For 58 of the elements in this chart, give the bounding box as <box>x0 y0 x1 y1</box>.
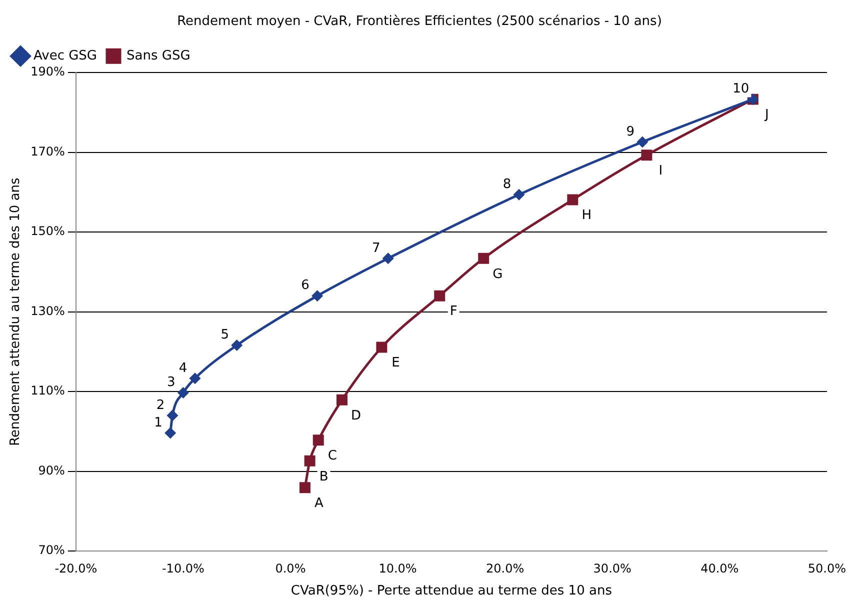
point <box>299 482 310 494</box>
point <box>232 340 242 351</box>
annotation: 9 <box>626 124 635 140</box>
y-tick-label: 130% <box>30 304 65 318</box>
annotation: 2 <box>156 398 165 413</box>
point <box>304 455 316 466</box>
point <box>478 252 490 264</box>
point <box>312 434 324 446</box>
annotation: 3 <box>167 375 176 390</box>
legend-label: Avec GSG <box>34 48 98 64</box>
annotation: G <box>492 266 503 282</box>
annotation: 4 <box>178 360 188 376</box>
y-axis-title: Rendement attendu au terme des 10 ans <box>8 177 24 446</box>
annotation: 1 <box>154 415 162 430</box>
annotation: 6 <box>301 278 310 294</box>
x-tick-label: -10.0% <box>162 561 204 576</box>
annotation: 10 <box>732 82 750 97</box>
annotation: 5 <box>220 328 229 343</box>
annotation: I <box>658 164 663 178</box>
chart-title: Rendement moyen - CVaR, Frontières Efficientes (2500 scénarios - 10 ans) <box>177 14 662 30</box>
x-tick-label: 40.0% <box>700 561 739 576</box>
point <box>641 150 652 161</box>
point <box>167 410 178 421</box>
annotation: 8 <box>502 176 512 192</box>
point <box>434 290 446 302</box>
annotation: J <box>764 108 769 123</box>
x-tick-label: -20.0% <box>54 561 98 576</box>
x-axis-title: CVaR(95%) - Perte attendue au terme des 10 ans <box>290 584 612 599</box>
x-tick-label: 50.0% <box>808 561 846 576</box>
point <box>165 428 176 438</box>
point <box>567 194 578 206</box>
point <box>312 290 323 302</box>
annotation: F <box>450 304 458 320</box>
annotation: A <box>314 496 324 511</box>
point <box>382 253 394 264</box>
annotation: H <box>582 208 592 224</box>
x-tick-label: 20.0% <box>486 561 524 576</box>
y-tick-label: 90% <box>38 463 65 478</box>
point <box>336 394 348 406</box>
x-tick-label: 30.0% <box>593 561 632 576</box>
x-tick-label: 0.0% <box>275 561 306 576</box>
legend-label: Sans GSG <box>126 48 190 64</box>
point <box>376 342 388 353</box>
annotation: 7 <box>372 240 380 256</box>
y-tick-label: 70% <box>38 543 65 558</box>
point <box>178 387 188 398</box>
y-tick-label: 110% <box>30 384 65 398</box>
y-tick-label: 150% <box>30 224 65 238</box>
point <box>190 373 200 384</box>
annotation: D <box>350 408 361 424</box>
y-tick-label: 170% <box>30 144 65 158</box>
x-tick-label: 10.0% <box>378 561 417 576</box>
annotation: E <box>392 356 400 371</box>
point <box>637 136 648 148</box>
point <box>514 189 524 200</box>
annotation: C <box>328 448 337 464</box>
annotation: B <box>319 469 328 484</box>
y-tick-label: 190% <box>30 64 65 79</box>
